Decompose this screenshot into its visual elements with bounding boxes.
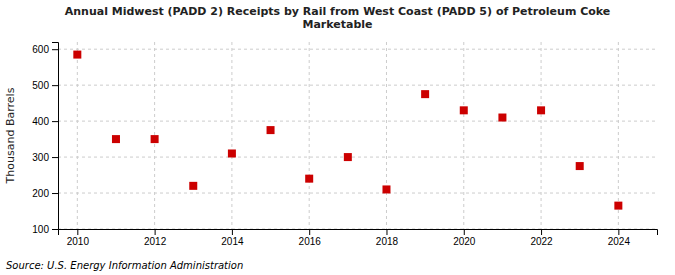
grid-line-x (463, 42, 464, 229)
chart: Annual Midwest (PADD 2) Receipts by Rail… (0, 0, 675, 275)
tick: 300 (32, 152, 58, 163)
tick: 2024 (608, 229, 631, 247)
axis-line (52, 43, 59, 230)
tick: 2020 (453, 229, 476, 247)
point (73, 51, 81, 59)
tick: 2012 (144, 229, 167, 247)
point (151, 135, 159, 143)
tick: 2014 (221, 229, 244, 247)
tick-mark (232, 229, 233, 235)
tick-label: 200 (32, 188, 49, 199)
tick-label: 2018 (376, 236, 399, 247)
tick-label: 500 (32, 80, 49, 91)
tick-mark (541, 229, 542, 235)
point (576, 162, 584, 170)
tick: 2010 (67, 229, 90, 247)
tick-label: 300 (32, 152, 49, 163)
x-axis: 2010 2012 2014 2016 2018 2020 2022 2024 (59, 229, 658, 247)
source: Source: U.S. Energy Information Administ… (6, 260, 243, 271)
tick-mark (52, 193, 58, 194)
tick-label: 100 (32, 224, 49, 235)
grid-line-x (309, 42, 310, 229)
tick: 100 (32, 224, 58, 235)
tick: 2016 (299, 229, 322, 247)
grid-line-x (541, 42, 542, 229)
y-axis: 100 200 300 400 500 600 (32, 43, 58, 235)
tick-mark (618, 229, 619, 235)
tick-label: 2016 (299, 236, 322, 247)
title: Annual Midwest (PADD 2) Receipts by Rail… (65, 5, 611, 31)
grid-line-y (58, 193, 657, 194)
tick: 2018 (376, 229, 399, 247)
point (537, 106, 545, 114)
grid-line-y (58, 49, 657, 50)
tick-label: 2010 (67, 236, 90, 247)
tick-mark (52, 121, 58, 122)
point (112, 135, 120, 143)
plot: 2010 2012 2014 2016 2018 2020 2022 2024 100 200 30… (32, 42, 657, 247)
y-axis-label: Thousand Barrels (4, 87, 17, 184)
tick-mark (464, 229, 465, 235)
title-line: Marketable (302, 18, 372, 31)
point (228, 149, 236, 157)
point (498, 114, 506, 122)
point (382, 185, 390, 193)
grid (58, 42, 657, 229)
tick: 2022 (530, 229, 553, 247)
points (73, 51, 622, 210)
point (614, 202, 622, 210)
tick-label: 400 (32, 116, 49, 127)
grid-line-y (58, 157, 657, 158)
tick-mark (155, 229, 156, 235)
point (305, 175, 313, 183)
tick-mark (52, 229, 58, 230)
point (344, 153, 352, 161)
point (460, 106, 468, 114)
grid-line-x (386, 42, 387, 229)
point (421, 90, 429, 98)
grid-line-x (231, 42, 232, 229)
tick-mark (52, 85, 58, 86)
tick: 200 (32, 188, 58, 199)
tick: 400 (32, 116, 58, 127)
tick-label: 600 (32, 44, 49, 55)
tick-label: 2020 (453, 236, 476, 247)
point (189, 182, 197, 190)
point (267, 126, 275, 134)
tick-mark (386, 229, 387, 235)
grid-line-y (58, 121, 657, 122)
grid-line-x (618, 42, 619, 229)
tick-label: 2022 (530, 236, 553, 247)
tick-mark (52, 49, 58, 50)
title-line: Annual Midwest (PADD 2) Receipts by Rail… (65, 5, 611, 18)
tick-label: 2014 (221, 236, 244, 247)
tick-mark (309, 229, 310, 235)
axis-line (59, 230, 658, 236)
tick-label: 2024 (608, 236, 631, 247)
grid-line-x (77, 42, 78, 229)
tick-label: 2012 (144, 236, 167, 247)
grid-line-y (58, 85, 657, 86)
tick: 500 (32, 80, 58, 91)
tick: 600 (32, 44, 58, 55)
tick-mark (77, 229, 78, 235)
tick-mark (52, 157, 58, 158)
